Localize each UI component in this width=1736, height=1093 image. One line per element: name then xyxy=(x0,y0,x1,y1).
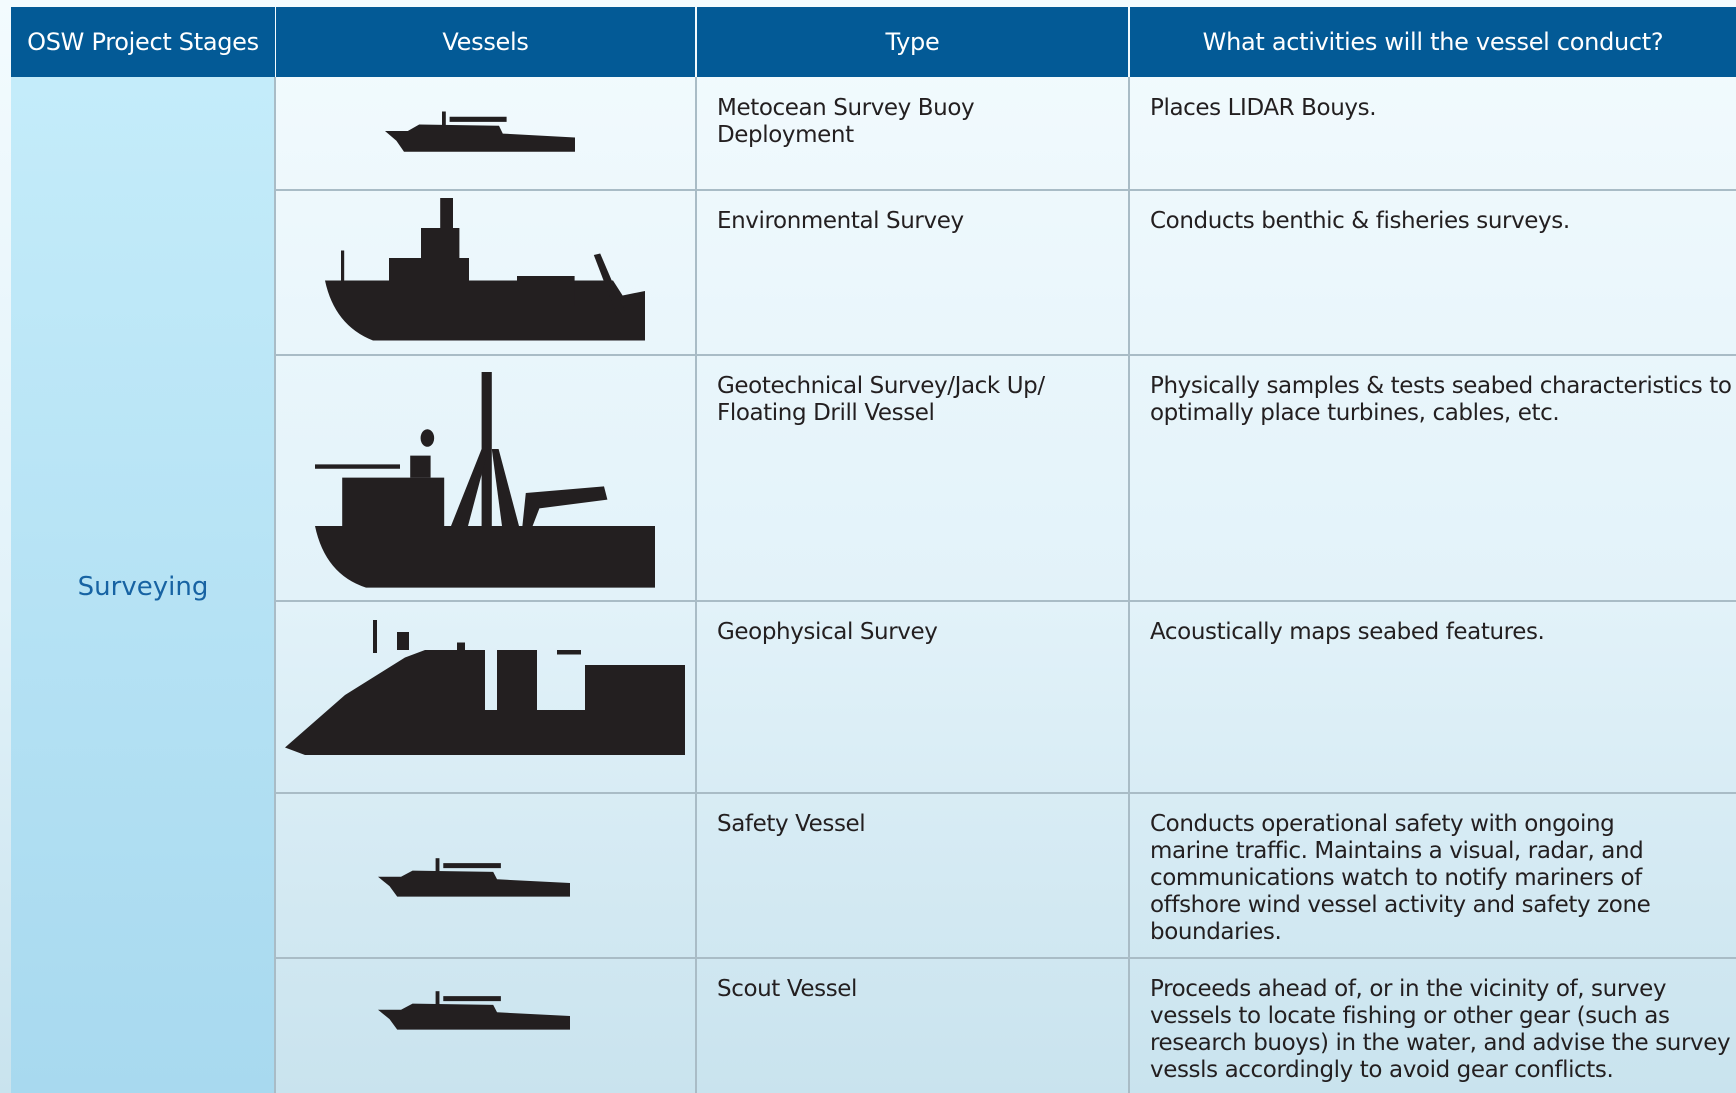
text-line: vessls accordingly to avoid gear conflic… xyxy=(1150,1057,1730,1084)
vessel-shape xyxy=(492,449,519,526)
activity-cell: Physically samples & tests seabed charac… xyxy=(1150,373,1732,427)
vessel-shape xyxy=(497,650,537,710)
text-line: boundaries. xyxy=(1150,919,1650,946)
vessel-shape xyxy=(457,643,465,711)
vessel-icon xyxy=(315,372,655,592)
text-line: communications watch to notify mariners … xyxy=(1150,865,1650,892)
text-line: vessels to locate fishing or other gear … xyxy=(1150,1003,1730,1030)
vessel-shape xyxy=(378,871,570,897)
vessel-shape xyxy=(517,276,575,306)
header-cell: OSW Project Stages xyxy=(11,7,275,77)
vessel-shape xyxy=(315,526,655,588)
vessel-shape xyxy=(436,858,440,872)
text-line: Geotechnical Survey/Jack Up/ xyxy=(717,373,1045,400)
text-line: Proceeds ahead of, or in the vicinity of… xyxy=(1150,976,1730,1003)
vessel-shape xyxy=(440,198,453,228)
stage-label: Surveying xyxy=(11,572,275,602)
vessel-shape xyxy=(442,112,446,126)
text-line: Deployment xyxy=(717,122,974,149)
text-line: Metocean Survey Buoy xyxy=(717,95,974,122)
text-line: Safety Vessel xyxy=(717,811,865,838)
column-divider xyxy=(1128,77,1130,1093)
vessel-shape xyxy=(443,863,501,868)
vessel-shape xyxy=(389,258,469,281)
page: Surveying OSW Project StagesVesselsTypeW… xyxy=(0,0,1736,1093)
text-line: Physically samples & tests seabed charac… xyxy=(1150,373,1732,400)
vessel-shape xyxy=(436,991,440,1005)
vessel-shape xyxy=(342,478,444,526)
vessel-icon xyxy=(385,105,575,170)
vessel-shape xyxy=(410,456,430,478)
vessel-shape xyxy=(421,429,435,447)
text-line: Scout Vessel xyxy=(717,976,857,1003)
vessel-shape xyxy=(522,486,607,526)
type-cell: Safety Vessel xyxy=(717,811,865,838)
text-line: Conducts operational safety with ongoing xyxy=(1150,811,1650,838)
text-line: Geophysical Survey xyxy=(717,619,937,646)
vessel-shape xyxy=(557,650,581,655)
text-line: Floating Drill Vessel xyxy=(717,400,1045,427)
vessel-shape xyxy=(325,281,645,341)
text-line: Environmental Survey xyxy=(717,208,964,235)
row-divider xyxy=(276,957,1736,959)
row-divider xyxy=(276,600,1736,602)
text-line: marine traffic. Maintains a visual, rada… xyxy=(1150,838,1650,865)
vessel-shape xyxy=(397,632,409,650)
text-line: optimally place turbines, cables, etc. xyxy=(1150,400,1732,427)
row-divider xyxy=(276,354,1736,356)
text-line: Conducts benthic & fisheries surveys. xyxy=(1150,208,1570,235)
type-cell: Environmental Survey xyxy=(717,208,964,235)
vessel-shape xyxy=(443,996,501,1001)
vessel-shape xyxy=(450,117,507,122)
activity-cell: Conducts operational safety with ongoing… xyxy=(1150,811,1650,946)
activity-cell: Proceeds ahead of, or in the vicinity of… xyxy=(1150,976,1730,1084)
vessel-shape xyxy=(385,125,575,152)
activity-cell: Conducts benthic & fisheries surveys. xyxy=(1150,208,1570,235)
type-cell: Scout Vessel xyxy=(717,976,857,1003)
vessel-icon xyxy=(378,985,570,1047)
text-line: Acoustically maps seabed features. xyxy=(1150,619,1544,646)
row-divider xyxy=(276,189,1736,191)
header-cell: Type xyxy=(697,7,1128,77)
vessel-shape xyxy=(378,1004,570,1030)
activity-cell: Places LIDAR Bouys. xyxy=(1150,95,1376,122)
text-line: offshore wind vessel activity and safety… xyxy=(1150,892,1650,919)
type-cell: Geotechnical Survey/Jack Up/Floating Dri… xyxy=(717,373,1045,427)
activity-cell: Acoustically maps seabed features. xyxy=(1150,619,1544,646)
vessel-icon xyxy=(378,852,570,914)
vessel-icon xyxy=(285,620,685,770)
vessel-shape xyxy=(315,464,400,468)
header-cell: Vessels xyxy=(276,7,695,77)
vessel-shape xyxy=(373,620,377,653)
vessel-shape xyxy=(341,251,344,281)
header-cell: What activities will the vessel conduct? xyxy=(1130,7,1736,77)
vessel-shape xyxy=(285,650,685,755)
text-line: research buoys) in the water, and advise… xyxy=(1150,1030,1730,1057)
vessel-shape xyxy=(421,228,459,258)
column-divider xyxy=(274,77,276,1093)
column-divider xyxy=(695,77,697,1093)
text-line: Places LIDAR Bouys. xyxy=(1150,95,1376,122)
row-divider xyxy=(276,792,1736,794)
vessel-icon xyxy=(325,198,645,348)
type-cell: Geophysical Survey xyxy=(717,619,937,646)
